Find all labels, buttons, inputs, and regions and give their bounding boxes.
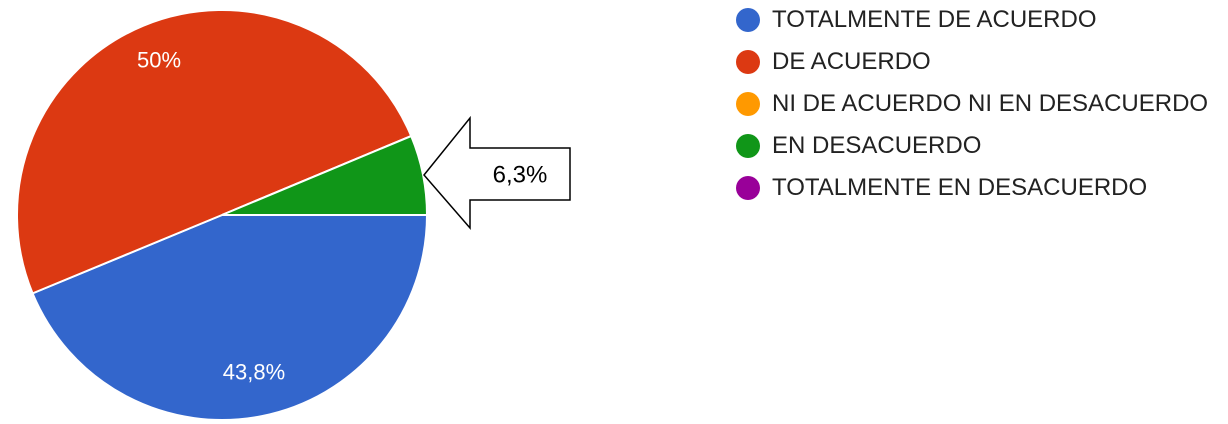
legend-label: TOTALMENTE DE ACUERDO (772, 6, 1097, 33)
legend-label: EN DESACUERDO (772, 132, 982, 159)
legend-label: DE ACUERDO (772, 48, 931, 75)
slice-label: 43,8% (223, 360, 285, 385)
slices (16, 9, 429, 421)
legend-swatch (736, 176, 760, 200)
callout-arrow (423, 115, 571, 231)
legend: TOTALMENTE DE ACUERDO DE ACUERDO NI DE ACU… (736, 0, 1216, 210)
pie-slice (16, 9, 413, 295)
legend-label: TOTALMENTE EN DESACUERDO (772, 174, 1148, 201)
legend-swatch (736, 50, 760, 74)
legend-label: NI DE ACUERDO NI EN DESACUERDO (772, 90, 1209, 117)
callout-label: 6,3% (493, 161, 548, 188)
slice-label: 50% (137, 47, 181, 72)
legend-item: TOTALMENTE EN DESACUERDO (736, 168, 1216, 208)
legend-item: EN DESACUERDO (736, 126, 1216, 166)
legend-swatch (736, 92, 760, 116)
legend-swatch (736, 8, 760, 32)
legend-item: TOTALMENTE DE ACUERDO (736, 0, 1216, 40)
pie-slice (31, 214, 429, 421)
legend-item: NI DE ACUERDO NI EN DESACUERDO (736, 84, 1216, 124)
legend-swatch (736, 134, 760, 158)
legend-item: DE ACUERDO (736, 42, 1216, 82)
